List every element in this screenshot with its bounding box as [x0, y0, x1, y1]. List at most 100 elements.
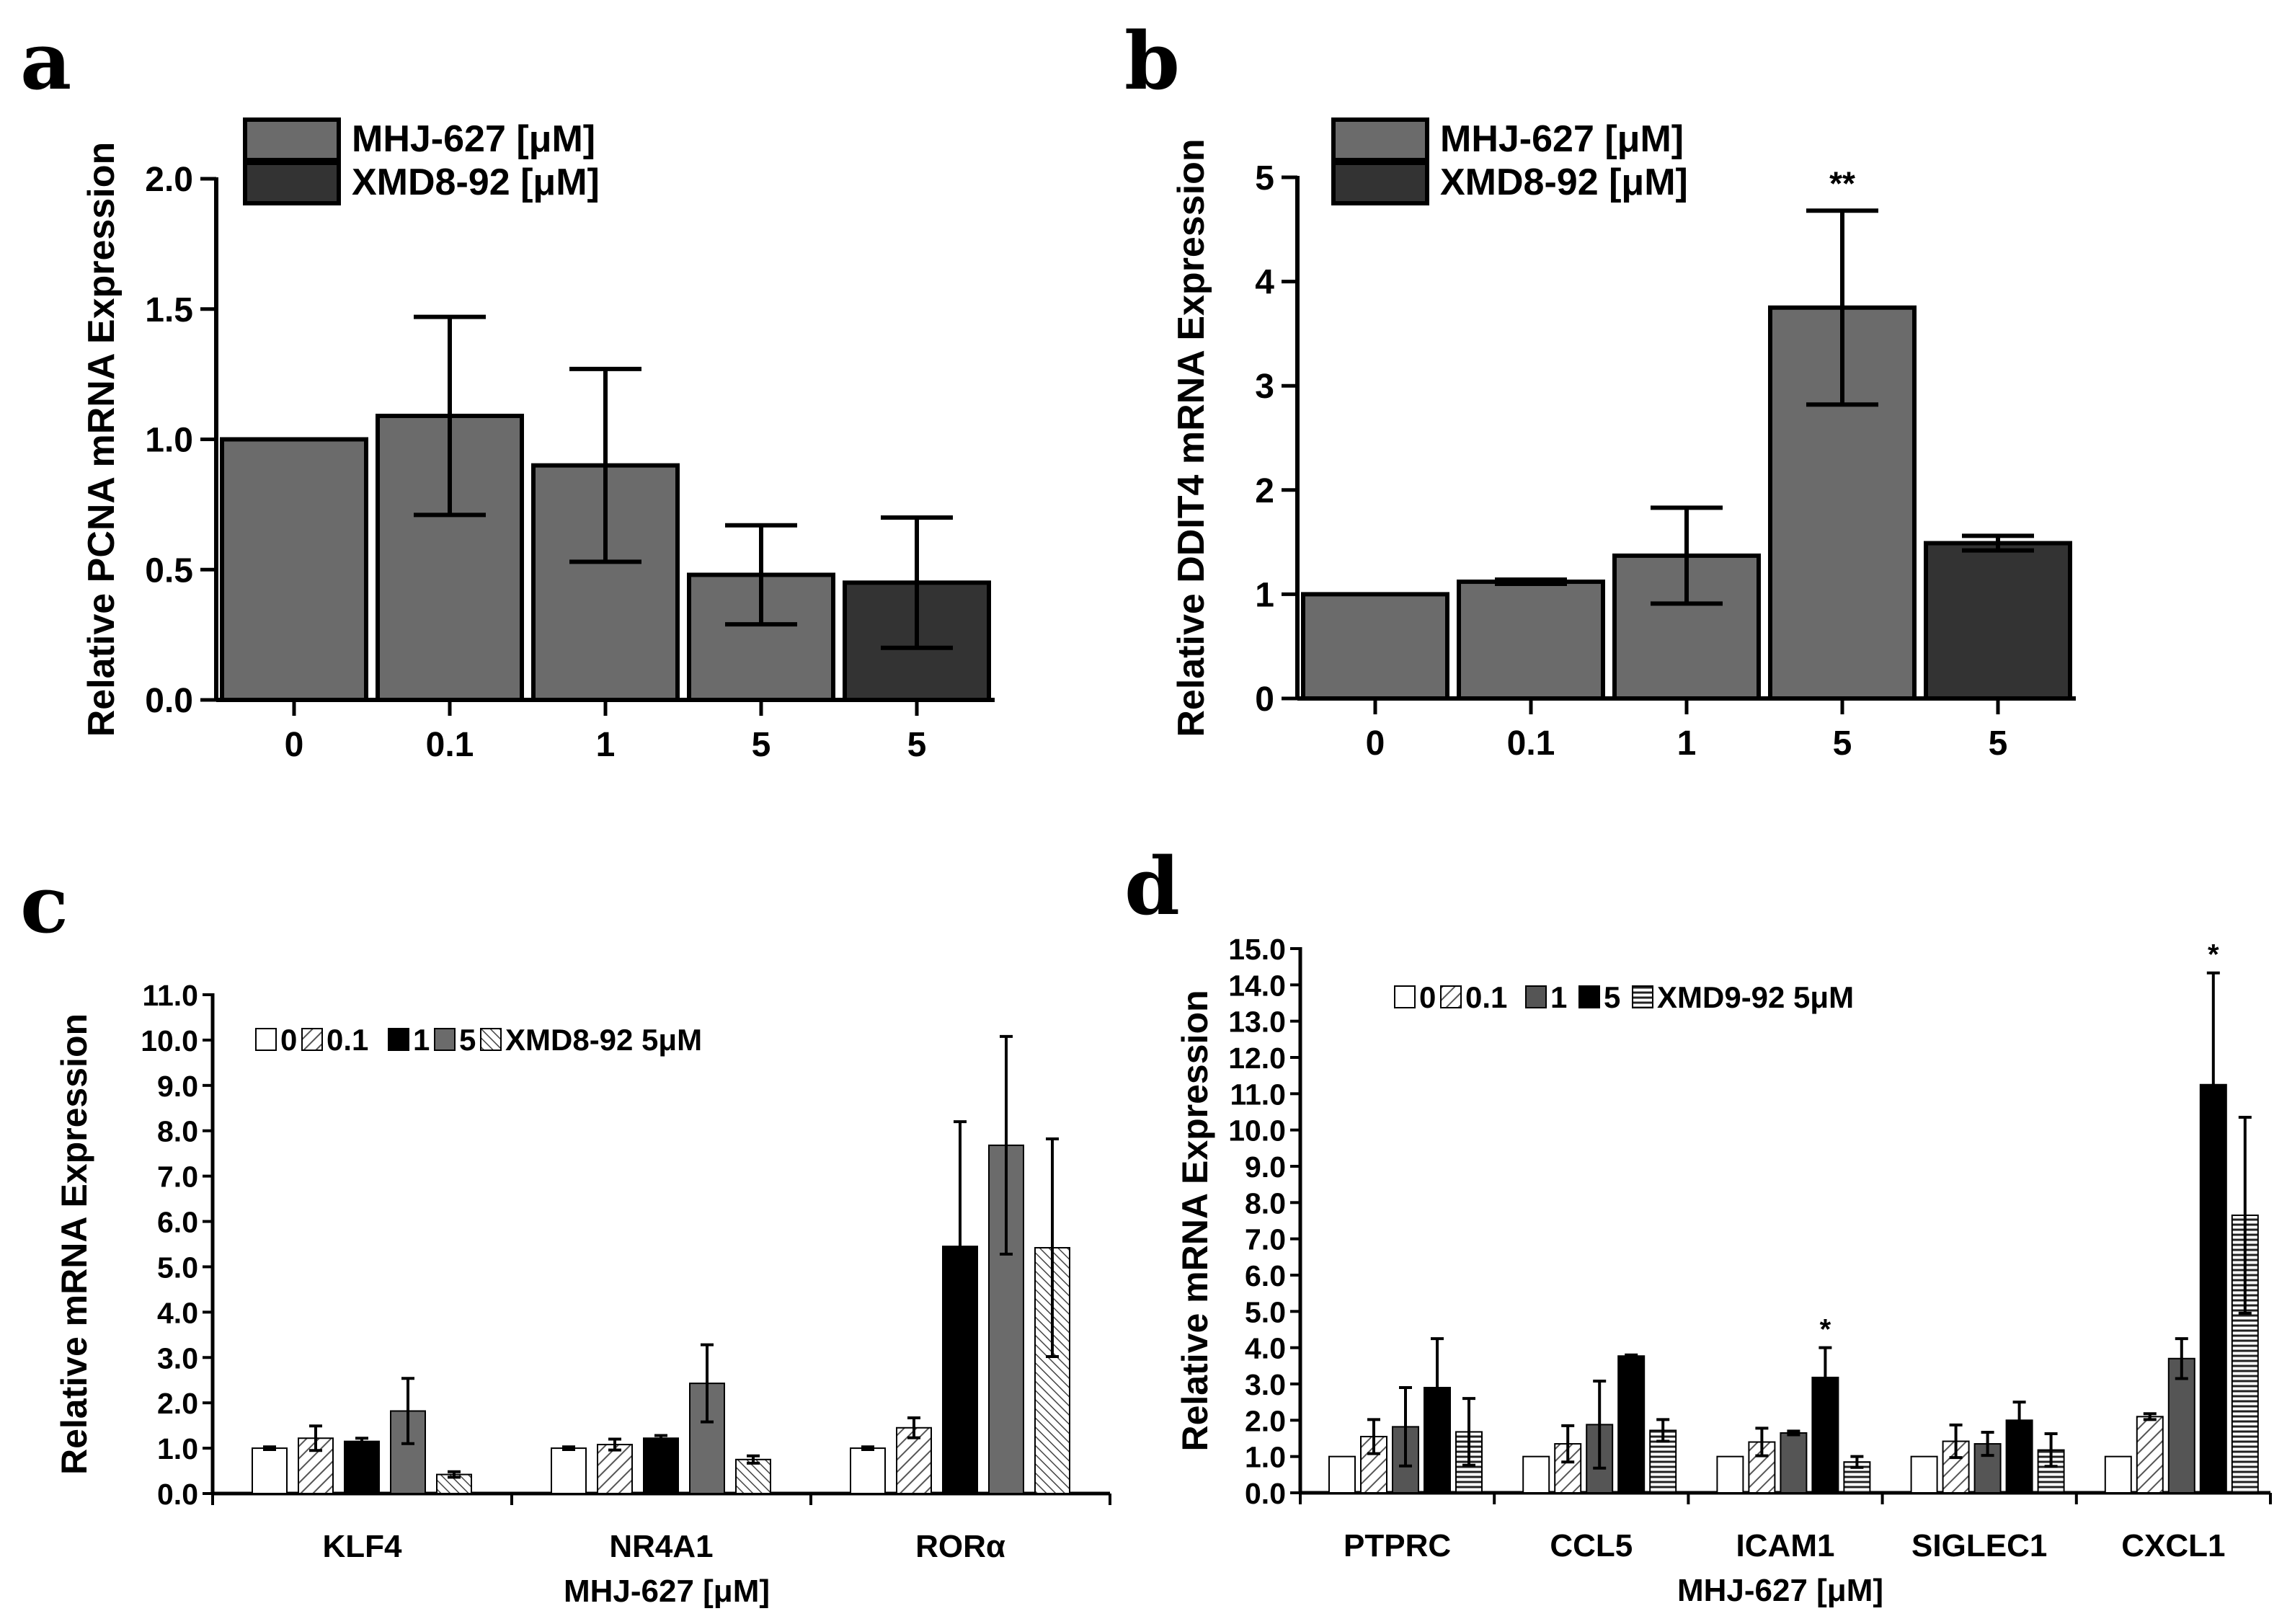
y-axis-label: Relative mRNA Expression: [1175, 990, 1215, 1451]
y-tick-label: 4.0: [157, 1296, 198, 1329]
panel-letter-c: c: [20, 858, 68, 951]
legend-label: 0: [1419, 980, 1436, 1014]
y-axis-label: Relative mRNA Expression: [54, 1013, 94, 1475]
bar: [2104, 1455, 2132, 1494]
bar: [2199, 1083, 2227, 1494]
significance-label: *: [2208, 939, 2219, 971]
y-axis-label: Relative DDIT4 mRNA Expression: [1171, 138, 1212, 737]
legend-swatch: [388, 1028, 409, 1051]
bar: [344, 1440, 380, 1494]
panel-d: d 0.0 1.0 2.0 3.0 4.0 5.0 6.0 7.0 8.0 9.0 10.0 11.0…: [1124, 815, 2287, 1624]
y-tick-label: 14.0: [1228, 969, 1286, 1002]
x-tick-label: NR4A1: [609, 1529, 713, 1564]
y-tick-label: 0.0: [145, 682, 193, 720]
chart-d: 0.01.0 2.03.04.0 5.06.07.08.09.010.011.012…: [1175, 933, 2272, 1608]
x-tick-label: 5: [1833, 724, 1852, 763]
significance-label: *: [1820, 1314, 1831, 1346]
y-tick-label: 1: [1255, 576, 1274, 614]
bar: [643, 1437, 679, 1495]
y-tick-label: 1.0: [157, 1432, 198, 1465]
x-tick-label: 5: [752, 726, 771, 764]
y-tick-label: 0.0: [1245, 1477, 1286, 1510]
bar: [2136, 1416, 2164, 1494]
chart-a: 0.0 0.5 1.0 1.5 2.0 Relative PCNA mRNA Expres…: [81, 117, 995, 764]
x-tick-label: CCL5: [1550, 1528, 1633, 1563]
x-tick-label: RORα: [915, 1529, 1005, 1564]
panel-letter-a: a: [20, 14, 72, 107]
x-tick-label: 1: [1677, 724, 1697, 763]
bar: [1328, 1455, 1356, 1494]
bar: [1910, 1455, 1938, 1494]
bar: [1716, 1455, 1744, 1494]
y-tick-label: 11.0: [1230, 1078, 1286, 1111]
bar: [735, 1458, 771, 1494]
bar: [1457, 580, 1605, 701]
y-axis-label: Relative PCNA mRNA Expression: [81, 142, 123, 737]
x-tick-label: KLF4: [323, 1529, 403, 1564]
legend-label: MHJ-627 [μM]: [352, 118, 595, 160]
legend-swatch: [1632, 985, 1653, 1008]
legend-label: 1: [413, 1023, 430, 1057]
legend-swatch: [480, 1028, 502, 1051]
x-tick-label: SIGLEC1: [1911, 1528, 2047, 1563]
y-tick-label: 0.0: [157, 1478, 198, 1511]
legend-swatch: [1440, 985, 1462, 1008]
y-tick-label: 2: [1255, 472, 1274, 510]
x-tick-label: 0: [1366, 724, 1385, 763]
bar: [1780, 1432, 1808, 1494]
y-tick-label: 1.5: [145, 291, 193, 329]
y-tick-label: 9.0: [1245, 1150, 1286, 1184]
legend-label: 5: [459, 1023, 476, 1057]
legend-label: 0: [280, 1023, 297, 1057]
x-tick-label: 0: [285, 726, 304, 764]
x-tick-label: 1: [596, 726, 616, 764]
y-tick-label: 2.0: [1245, 1404, 1286, 1437]
y-tick-label: 7.0: [1245, 1223, 1286, 1256]
bar: [850, 1447, 886, 1494]
x-tick-label: 5: [907, 726, 927, 764]
y-tick-label: 10.0: [141, 1024, 198, 1057]
bar: [252, 1447, 288, 1494]
y-tick-label: 4.0: [1245, 1332, 1286, 1365]
legend-label: XMD8-92 [μM]: [1440, 161, 1688, 203]
bar: [551, 1447, 587, 1494]
bar: [1301, 592, 1449, 701]
y-tick-label: 2.0: [157, 1387, 198, 1420]
legend-swatch: [1394, 985, 1416, 1008]
x-axis-label: MHJ-627 [μM]: [1677, 1573, 1883, 1608]
legend-swatch: [255, 1028, 277, 1051]
bar: [1522, 1455, 1550, 1494]
panel-letter-d: d: [1124, 840, 1180, 933]
legend-swatch: [434, 1028, 456, 1051]
y-tick-label: 1.0: [1245, 1441, 1286, 1474]
y-tick-label: 13.0: [1228, 1006, 1286, 1039]
y-tick-label: 7.0: [157, 1161, 198, 1194]
y-tick-label: 1.0: [145, 422, 193, 460]
bar: [597, 1444, 633, 1494]
legend-label: 5: [1604, 980, 1620, 1014]
y-tick-label: 6.0: [157, 1206, 198, 1239]
legend-swatch: [243, 117, 341, 162]
legend-label: XMD8-92 [μM]: [352, 161, 600, 203]
legend-swatch: [301, 1028, 323, 1051]
legend-swatch: [1331, 117, 1429, 162]
y-tick-label: 3.0: [157, 1341, 198, 1375]
panel-c: c 0.0 1.0 2.0 3.0 4.0 5.0 6.0 7.0 8.0 9.0 10.0 11.0…: [0, 815, 1124, 1624]
x-tick-label: CXCL1: [2121, 1528, 2225, 1563]
legend-swatch: [1525, 985, 1547, 1008]
y-tick-label: 5: [1255, 159, 1274, 198]
y-tick-label: 11.0: [142, 979, 198, 1012]
legend-label: XMD9-92 5μM: [1657, 980, 1854, 1014]
panel-a: a 0.0 0.5 1.0 1.5 2.0 Relative PCNA mRNA Expr…: [0, 0, 1124, 807]
y-tick-label: 5.0: [1245, 1295, 1286, 1328]
y-tick-label: 4: [1255, 264, 1274, 302]
y-tick-label: 0: [1255, 680, 1274, 719]
legend-label: XMD8-92 5μM: [505, 1023, 702, 1057]
y-tick-label: 9.0: [157, 1070, 198, 1103]
bar: [220, 437, 368, 702]
y-tick-label: 6.0: [1245, 1259, 1286, 1292]
chart-c: 0.0 1.0 2.0 3.0 4.0 5.0 6.0 7.0 8.0 9.0 10.0 11.0 Re…: [54, 979, 1111, 1609]
bar: [1924, 541, 2072, 701]
legend-swatch: [1578, 985, 1600, 1008]
legend-swatch: [1331, 161, 1429, 205]
